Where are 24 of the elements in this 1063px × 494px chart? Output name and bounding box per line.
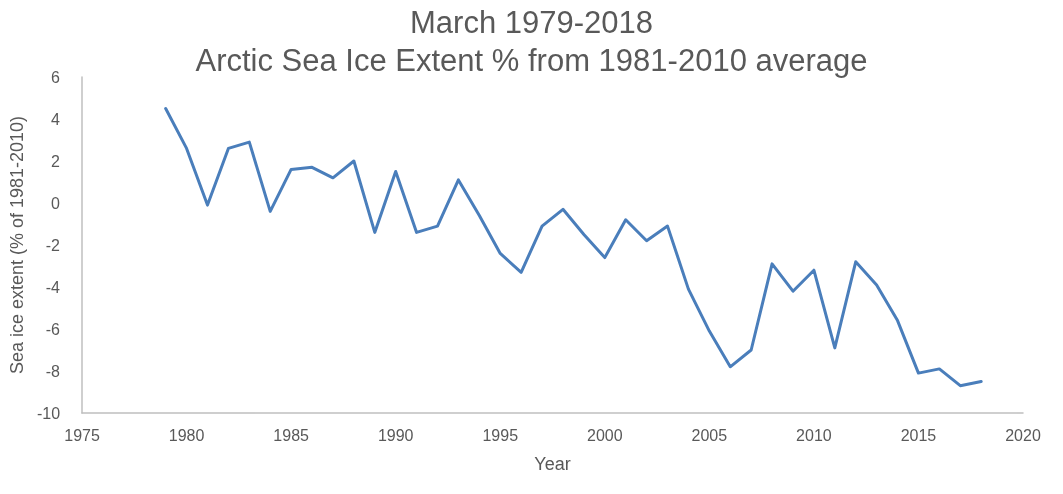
- x-tick-label: 1995: [482, 426, 519, 444]
- chart-title: March 1979-2018: [410, 5, 653, 40]
- y-tick-label: 4: [51, 110, 61, 128]
- y-axis-title: Sea ice extent (% of 1981-2010): [7, 115, 27, 375]
- x-tick-label: 2010: [796, 426, 832, 444]
- line-series: [164, 107, 983, 388]
- x-axis-title: Year: [534, 454, 571, 474]
- x-tick-label: 2005: [691, 426, 728, 444]
- x-tick-label: 1985: [273, 426, 310, 444]
- x-tick-label: 2020: [1005, 426, 1041, 444]
- x-tick-label: 1975: [64, 426, 100, 444]
- chart-subtitle: Arctic Sea Ice Extent % from 1981-2010 average: [195, 43, 868, 78]
- y-tick-label: -10: [36, 404, 61, 422]
- y-tick-label: 2: [51, 152, 61, 170]
- y-tick-label: -4: [45, 278, 61, 296]
- x-tick-label: 2000: [586, 426, 623, 444]
- y-tick-label: -6: [45, 320, 61, 338]
- x-tick-label: 1990: [377, 426, 414, 444]
- y-tick-label: 6: [51, 68, 61, 86]
- y-tick-label: 0: [51, 194, 61, 212]
- x-tick-label: 2015: [900, 426, 937, 444]
- x-tick-label: 1980: [168, 426, 205, 444]
- y-tick-label: -2: [45, 236, 61, 254]
- y-tick-label: -8: [45, 362, 61, 380]
